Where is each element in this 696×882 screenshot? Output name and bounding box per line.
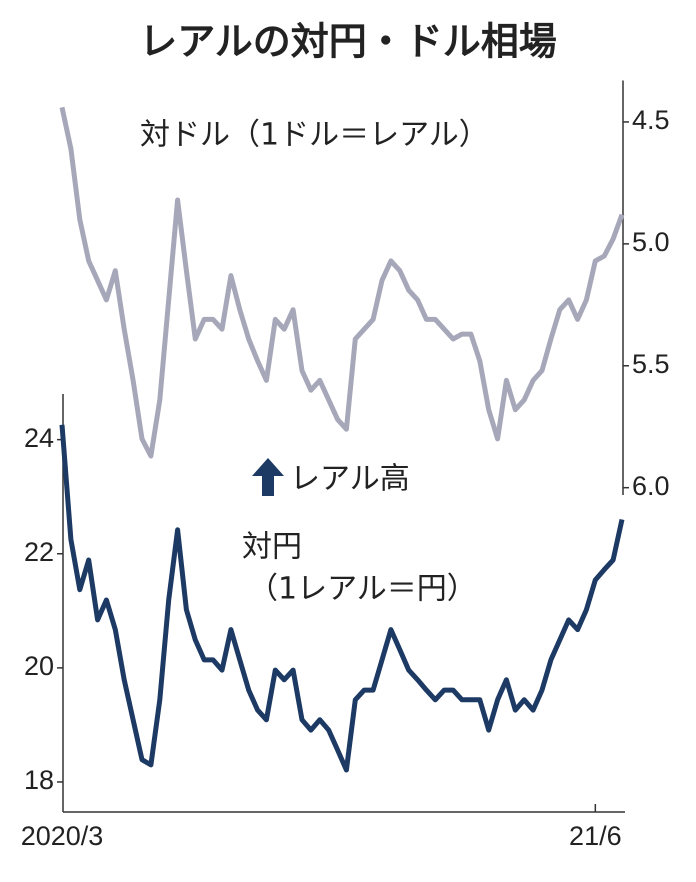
y2-tick-label: 5.0 — [632, 227, 670, 257]
y-tick-label: 22 — [24, 537, 54, 567]
x-tick-label: 2020/3 — [21, 821, 104, 851]
annotation: 対円 — [242, 530, 302, 565]
x-tick-label: 21/6 — [569, 821, 622, 851]
y2-tick-label: 4.5 — [632, 105, 670, 135]
annotation: レアル高 — [290, 462, 410, 497]
y-tick-label: 18 — [24, 765, 54, 795]
y2-tick-label: 6.0 — [632, 471, 670, 501]
y-tick-label: 20 — [24, 651, 54, 681]
series-line — [59, 106, 625, 459]
annotation: （1レアル＝円） — [248, 572, 477, 607]
annotation: 対ドル（1ドル＝レアル） — [140, 118, 489, 153]
series-line — [59, 424, 625, 773]
y-tick-label: 24 — [24, 423, 54, 453]
chart-title: レアルの対円・ドル相場 — [139, 20, 557, 64]
arrow-icon — [252, 458, 284, 496]
y2-tick-label: 5.5 — [632, 349, 670, 379]
